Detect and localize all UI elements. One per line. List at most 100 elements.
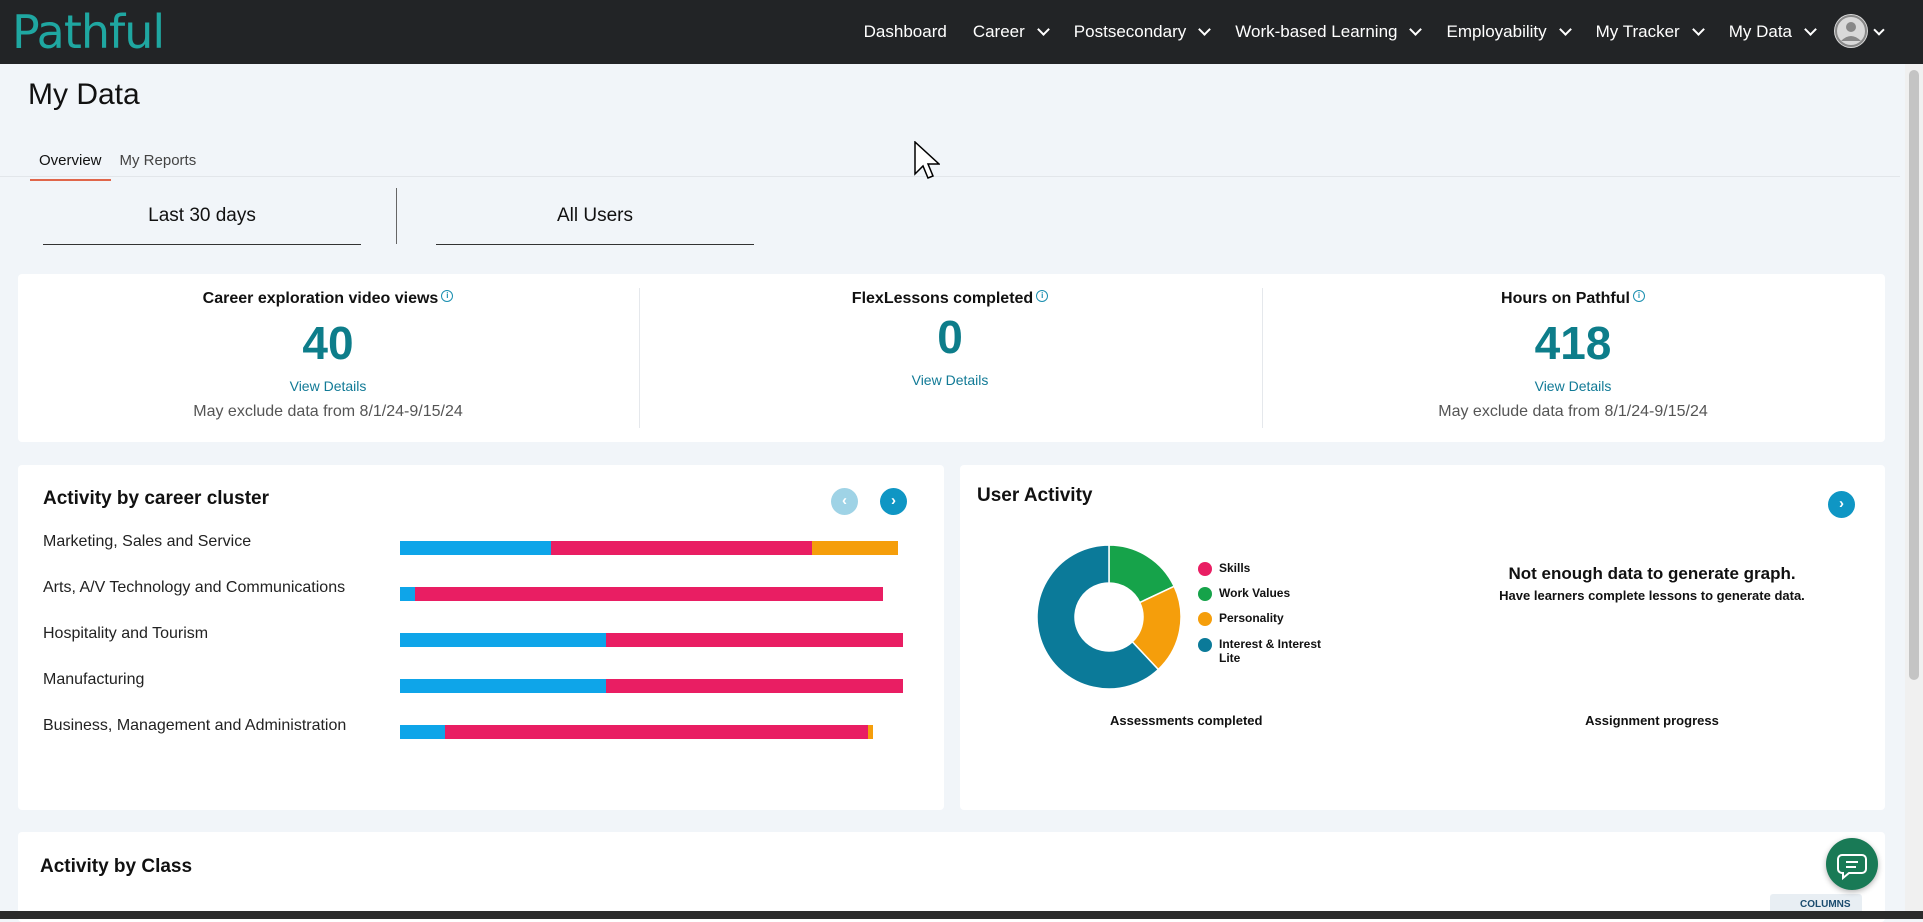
legend-dot bbox=[1198, 562, 1212, 576]
legend-item: Skills bbox=[1198, 561, 1329, 576]
no-data-submessage: Have learners complete lessons to genera… bbox=[1499, 588, 1805, 603]
assessments-donut-chart bbox=[1036, 544, 1182, 690]
nav-work-based-learning[interactable]: Work-based Learning bbox=[1235, 22, 1423, 42]
info-icon[interactable]: i bbox=[441, 290, 454, 302]
chevron-down-icon[interactable] bbox=[1873, 24, 1885, 36]
category-label: Manufacturing bbox=[43, 671, 145, 688]
nav-career[interactable]: Career bbox=[972, 22, 1050, 42]
stacked-bar[interactable] bbox=[400, 587, 883, 601]
tab-my-reports[interactable]: My Reports bbox=[119, 152, 197, 169]
stat-title: Career exploration video views i bbox=[18, 290, 638, 308]
activity-class-title: Activity by Class bbox=[40, 856, 193, 877]
nav-employability[interactable]: Employability bbox=[1446, 22, 1572, 42]
stat-title: Hours on Pathful i bbox=[1263, 290, 1883, 308]
legend-item: Work Values bbox=[1198, 586, 1329, 601]
nav-label: Dashboard bbox=[863, 22, 947, 41]
legend-item: Personality bbox=[1198, 611, 1329, 626]
bar-segment[interactable] bbox=[400, 633, 607, 647]
user-avatar-icon[interactable] bbox=[1834, 14, 1868, 48]
bar-segment[interactable] bbox=[812, 541, 898, 555]
stacked-bar[interactable] bbox=[400, 679, 903, 693]
chevron-right-icon[interactable]: › bbox=[1828, 491, 1855, 518]
nav-label: Postsecondary bbox=[1073, 22, 1187, 41]
donut-caption: Assessments completed bbox=[1110, 713, 1263, 728]
view-details-link[interactable]: View Details bbox=[1534, 378, 1612, 394]
stat-title: FlexLessons completed i bbox=[640, 290, 1260, 308]
nav-postsecondary[interactable]: Postsecondary bbox=[1073, 22, 1212, 42]
legend-label: Work Values bbox=[1219, 586, 1291, 600]
category-label: Hospitality and Tourism bbox=[43, 625, 209, 642]
assignment-caption: Assignment progress bbox=[1585, 713, 1719, 728]
info-icon[interactable]: i bbox=[1036, 290, 1049, 302]
stacked-bar[interactable] bbox=[400, 633, 903, 647]
chevron-down-icon bbox=[1558, 23, 1572, 36]
bar-segment[interactable] bbox=[415, 587, 883, 601]
bar-segment[interactable] bbox=[400, 587, 416, 601]
legend-label: Personality bbox=[1219, 611, 1284, 625]
career-cluster-title: Activity by career cluster bbox=[43, 488, 270, 509]
bar-segment[interactable] bbox=[867, 725, 873, 739]
stat-value: 0 bbox=[937, 311, 963, 363]
stat-divider bbox=[1262, 288, 1263, 428]
nav-label: Work-based Learning bbox=[1235, 22, 1398, 41]
pathful-logo[interactable]: Pathful bbox=[12, 5, 165, 59]
view-details-link[interactable]: View Details bbox=[911, 372, 989, 388]
chevron-down-icon bbox=[1198, 23, 1212, 36]
mouse-cursor-icon bbox=[914, 141, 940, 179]
top-navigation-bar: Pathful Dashboard Career Postsecondary W… bbox=[0, 0, 1923, 64]
tab-divider bbox=[0, 176, 1900, 177]
tab-overview[interactable]: Overview bbox=[30, 150, 111, 181]
user-activity-card bbox=[960, 465, 1885, 810]
nav-label: Career bbox=[972, 22, 1025, 41]
bar-segment[interactable] bbox=[550, 541, 813, 555]
donut-slice[interactable] bbox=[1036, 544, 1160, 690]
stat-hours: Hours on Pathful i 418 View Details May e… bbox=[1263, 274, 1883, 421]
chevron-down-icon bbox=[1804, 23, 1817, 36]
bottom-bar bbox=[0, 911, 1923, 919]
date-range-select[interactable]: Last 30 days bbox=[43, 205, 361, 245]
view-details-link[interactable]: View Details bbox=[289, 378, 367, 394]
nav-dashboard[interactable]: Dashboard bbox=[864, 22, 947, 42]
bar-segment[interactable] bbox=[400, 725, 446, 739]
stacked-bar[interactable] bbox=[400, 541, 898, 555]
nav-my-tracker[interactable]: My Tracker bbox=[1595, 22, 1705, 42]
filter-divider bbox=[396, 188, 397, 244]
bar-segment[interactable] bbox=[400, 541, 551, 555]
legend-dot bbox=[1198, 612, 1212, 626]
scrollbar-thumb[interactable] bbox=[1909, 70, 1919, 680]
stat-flexlessons: FlexLessons completed i 0 View Details bbox=[640, 274, 1260, 388]
chevron-down-icon bbox=[1036, 23, 1050, 36]
bar-segment[interactable] bbox=[606, 679, 903, 693]
nav-my-data[interactable]: My Data bbox=[1729, 22, 1817, 42]
chat-icon[interactable] bbox=[1826, 838, 1878, 890]
legend-dot bbox=[1198, 638, 1212, 652]
chevron-right-icon[interactable]: › bbox=[880, 488, 907, 515]
stat-title-text: FlexLessons completed bbox=[851, 290, 1034, 307]
activity-class-card bbox=[18, 832, 1885, 922]
users-select[interactable]: All Users bbox=[436, 205, 754, 245]
stat-note: May exclude data from 8/1/24-9/15/24 bbox=[193, 403, 463, 420]
nav-label: Employability bbox=[1446, 22, 1547, 41]
bar-segment[interactable] bbox=[445, 725, 868, 739]
category-label: Business, Management and Administration bbox=[43, 717, 347, 734]
legend-label: Skills bbox=[1219, 561, 1251, 575]
stat-divider bbox=[639, 288, 640, 428]
no-data-message: Not enough data to generate graph. bbox=[1508, 564, 1796, 583]
info-icon[interactable]: i bbox=[1632, 290, 1645, 302]
category-label: Arts, A/V Technology and Communications bbox=[43, 579, 346, 596]
legend-item: Interest & Interest Lite bbox=[1198, 637, 1329, 665]
stacked-bar[interactable] bbox=[400, 725, 873, 739]
chevron-down-icon bbox=[1691, 23, 1705, 36]
tabs: Overview My Reports bbox=[30, 150, 205, 181]
category-label: Marketing, Sales and Service bbox=[43, 533, 252, 550]
bar-segment[interactable] bbox=[606, 633, 903, 647]
bar-segment[interactable] bbox=[400, 679, 607, 693]
legend-label: Interest & Interest Lite bbox=[1219, 637, 1322, 665]
user-activity-title: User Activity bbox=[977, 485, 1093, 506]
stat-title-text: Hours on Pathful bbox=[1501, 290, 1630, 307]
stat-value: 418 bbox=[1534, 317, 1612, 369]
stat-value: 40 bbox=[302, 317, 354, 369]
nav-label: My Tracker bbox=[1595, 22, 1680, 41]
chevron-left-icon[interactable]: ‹ bbox=[831, 488, 858, 515]
columns-button[interactable]: COLUMNS bbox=[1770, 894, 1862, 914]
